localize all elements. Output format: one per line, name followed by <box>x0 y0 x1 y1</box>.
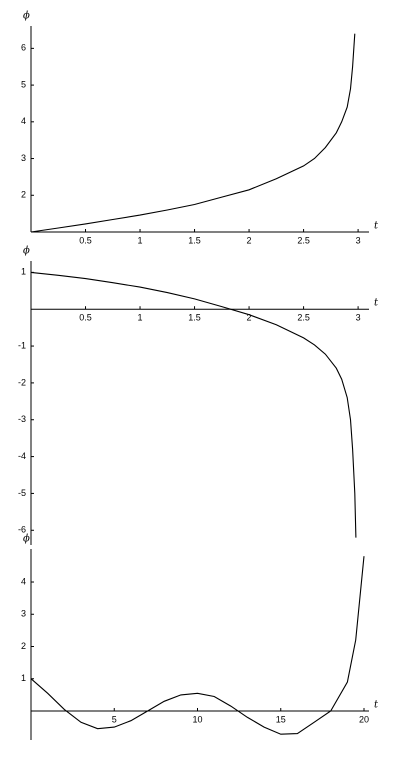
x-tick-label: 1.5 <box>188 313 201 323</box>
y-tick-label: -4 <box>18 451 26 461</box>
y-axis-label: ϕ <box>23 534 30 545</box>
y-tick-label: 4 <box>21 576 26 586</box>
y-tick-label: 2 <box>21 641 26 651</box>
x-tick-label: 10 <box>192 714 202 724</box>
y-axis-label: ϕ <box>23 246 30 257</box>
x-axis-label: t <box>374 298 379 309</box>
y-axis-label: ϕ <box>23 11 30 22</box>
y-tick-label: 2 <box>21 190 26 200</box>
y-tick-label: -3 <box>18 414 26 424</box>
x-tick-label: 15 <box>276 714 286 724</box>
y-tick-label: -6 <box>18 525 26 535</box>
y-tick-label: 1 <box>21 267 26 277</box>
y-tick-label: 1 <box>21 673 26 683</box>
x-tick-label: 1 <box>138 313 143 323</box>
x-tick-label: 2.5 <box>297 235 310 245</box>
x-axis-label: t <box>374 699 379 710</box>
x-tick-label: 2 <box>247 313 252 323</box>
y-tick-label: -2 <box>18 377 26 387</box>
x-tick-label: 2 <box>247 235 252 245</box>
x-axis-label: t <box>374 221 379 232</box>
x-tick-label: 1.5 <box>188 235 201 245</box>
y-tick-label: 6 <box>21 43 26 53</box>
x-tick-label: 3 <box>356 235 361 245</box>
x-tick-label: 2.5 <box>297 313 310 323</box>
curve <box>30 33 356 233</box>
x-tick-label: 1 <box>138 235 143 245</box>
curve <box>30 556 365 735</box>
x-tick-label: 3 <box>356 313 361 323</box>
x-tick-label: 0.5 <box>79 313 92 323</box>
y-tick-label: -5 <box>18 488 26 498</box>
y-tick-label: 4 <box>21 116 26 126</box>
x-tick-label: 5 <box>112 714 117 724</box>
x-tick-label: 0.5 <box>79 235 92 245</box>
y-tick-label: 3 <box>21 609 26 619</box>
x-tick-label: 20 <box>359 714 369 724</box>
y-tick-label: -1 <box>18 340 26 350</box>
y-tick-label: 3 <box>21 153 26 163</box>
curve <box>30 271 357 538</box>
y-tick-label: 5 <box>21 79 26 89</box>
